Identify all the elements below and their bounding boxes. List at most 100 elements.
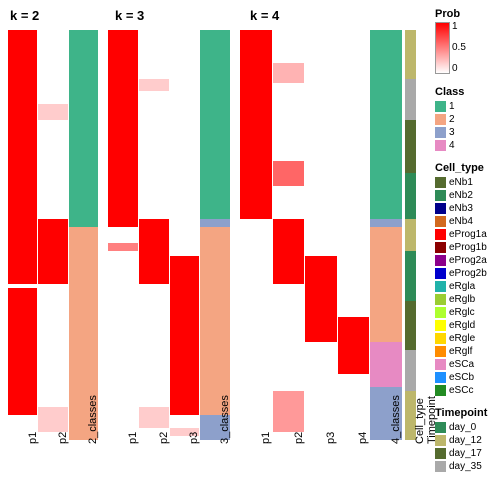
class-stripe [370,227,402,342]
legend-item: eNb2 [435,189,501,202]
legend-swatch [435,216,446,227]
legend-item: day_35 [435,460,501,473]
x-axis-label: 2_classes [87,395,99,444]
legend-swatch [435,359,446,370]
legend-celltype: Cell_typeeNb1eNb2eNb3eNb4eProg1aeProg1be… [435,162,501,397]
legend-item: eNb1 [435,176,501,189]
legend-prob: Prob10.50 [435,8,501,78]
heatmap-stripe [273,391,305,432]
x-axis-label: p2 [158,432,170,444]
heatmap-stripe [139,407,169,428]
legend-item: 3 [435,126,501,139]
heatmap-column [139,30,170,440]
annotation-seg [405,30,416,79]
legend-swatch [435,372,446,383]
class-column [370,30,402,440]
heatmap-stripe [240,30,272,219]
legend-item: eRgle [435,332,501,345]
legend-item: eNb3 [435,202,501,215]
legend-item: eSCa [435,358,501,371]
heatmap-stripe [139,219,169,285]
class-stripe [370,30,402,219]
x-axis-label: p4 [357,432,369,444]
annotation-seg [405,173,416,218]
x-axis-label: p1 [127,432,139,444]
legend-item: day_17 [435,447,501,460]
heatmap-column [273,30,306,440]
annotation-seg [405,79,416,120]
legend-swatch [435,140,446,151]
legend-item: eRglb [435,293,501,306]
legend-item: day_12 [435,434,501,447]
legend-swatch [435,422,446,433]
class-stripe [69,30,98,227]
legend-swatch [435,101,446,112]
annotation-seg [405,350,416,391]
heatmap-stripe [273,161,305,186]
legend-item: eProg2a [435,254,501,267]
heatmap-column [305,30,338,440]
heatmap-stripe [8,30,37,284]
legend-item: eRgld [435,319,501,332]
legend-item: 4 [435,139,501,152]
legend-swatch [435,268,446,279]
legend-item: eRglc [435,306,501,319]
legend-swatch [435,127,446,138]
heatmap-panel [240,30,402,440]
legend-item: 1 [435,100,501,113]
legend-swatch [435,177,446,188]
x-axis-label: p3 [188,432,200,444]
heatmap-stripe [170,256,200,416]
x-axis-label: p1 [260,432,272,444]
heatmap-stripe [108,30,138,227]
heatmap-stripe [8,288,37,415]
legend-timepoint: Timepointday_0day_12day_17day_35 [435,407,501,473]
class-stripe [200,30,230,219]
legend-swatch [435,448,446,459]
heatmap-column [8,30,38,440]
legend-swatch [435,242,446,253]
heatmap-stripe [108,243,138,251]
legend-swatch [435,435,446,446]
legend-item: eNb4 [435,215,501,228]
annotation-seg [405,219,416,252]
legend-item: eRgla [435,280,501,293]
legend-item: eProg1a [435,228,501,241]
legend-item: day_0 [435,421,501,434]
colorbar: 10.50 [435,22,450,74]
legend-class: Class1234 [435,86,501,152]
heatmap-column [240,30,273,440]
legend-item: eProg2b [435,267,501,280]
heatmap-stripe [139,79,169,91]
legend-swatch [435,294,446,305]
x-axis-label: p2 [57,432,69,444]
panel-title: k = 4 [250,8,279,23]
class-stripe [370,342,402,387]
heatmap-stripe [38,407,67,432]
heatmap-column [108,30,139,440]
heatmap-panel [8,30,98,440]
heatmap-stripe [273,63,305,84]
heatmap-column [38,30,68,440]
class-column [69,30,98,440]
legend-swatch [435,203,446,214]
heatmap-stripe [38,219,67,285]
x-axis-label: p3 [325,432,337,444]
x-axis-label: p2 [293,432,305,444]
legend-item: eProg1b [435,241,501,254]
annotation-track [405,30,416,440]
legend-swatch [435,333,446,344]
annotation-seg [405,251,416,300]
panel-title: k = 3 [115,8,144,23]
legend-item: eRglf [435,345,501,358]
x-axis-label: 3_classes [219,395,231,444]
x-axis-label: p1 [27,432,39,444]
heatmap-panel [108,30,230,440]
legend-item: 2 [435,113,501,126]
legend-item: eSCb [435,371,501,384]
class-column [200,30,230,440]
class-stripe [200,219,230,227]
heatmap-stripe [38,104,67,120]
class-stripe [370,219,402,227]
legend-swatch [435,281,446,292]
